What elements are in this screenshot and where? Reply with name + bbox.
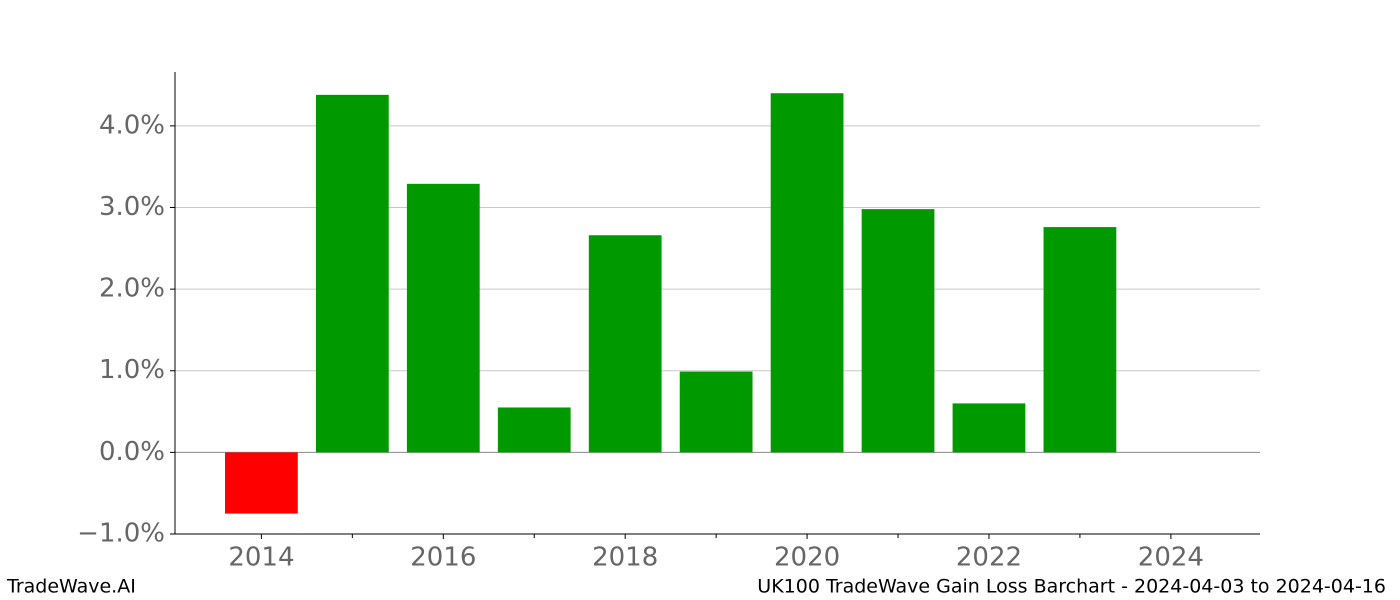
x-tick-label: 2016 [410, 543, 476, 573]
x-tick-label: 2014 [228, 543, 294, 573]
x-tick-label: 2020 [774, 543, 840, 573]
chart-title: UK100 TradeWave Gain Loss Barchart - 202… [757, 576, 1386, 598]
bar [770, 93, 844, 453]
y-tick-label: 0.0% [99, 437, 165, 467]
bar [497, 407, 571, 453]
bar [1043, 227, 1117, 453]
y-tick-label: 3.0% [99, 192, 165, 222]
y-tick-label: 1.0% [99, 355, 165, 385]
y-tick-label: 2.0% [99, 274, 165, 304]
x-tick-label: 2018 [592, 543, 658, 573]
brand: TradeWave.AI [6, 576, 136, 598]
y-tick-label: −1.0% [77, 519, 165, 549]
x-tick-label: 2024 [1138, 543, 1204, 573]
bar [861, 209, 935, 453]
bar [225, 452, 298, 514]
bar [588, 235, 662, 453]
bar [952, 403, 1026, 453]
bar [406, 183, 480, 453]
bar [315, 94, 389, 453]
bar [679, 371, 753, 453]
x-tick-label: 2022 [956, 543, 1022, 573]
y-tick-label: 4.0% [99, 110, 165, 140]
